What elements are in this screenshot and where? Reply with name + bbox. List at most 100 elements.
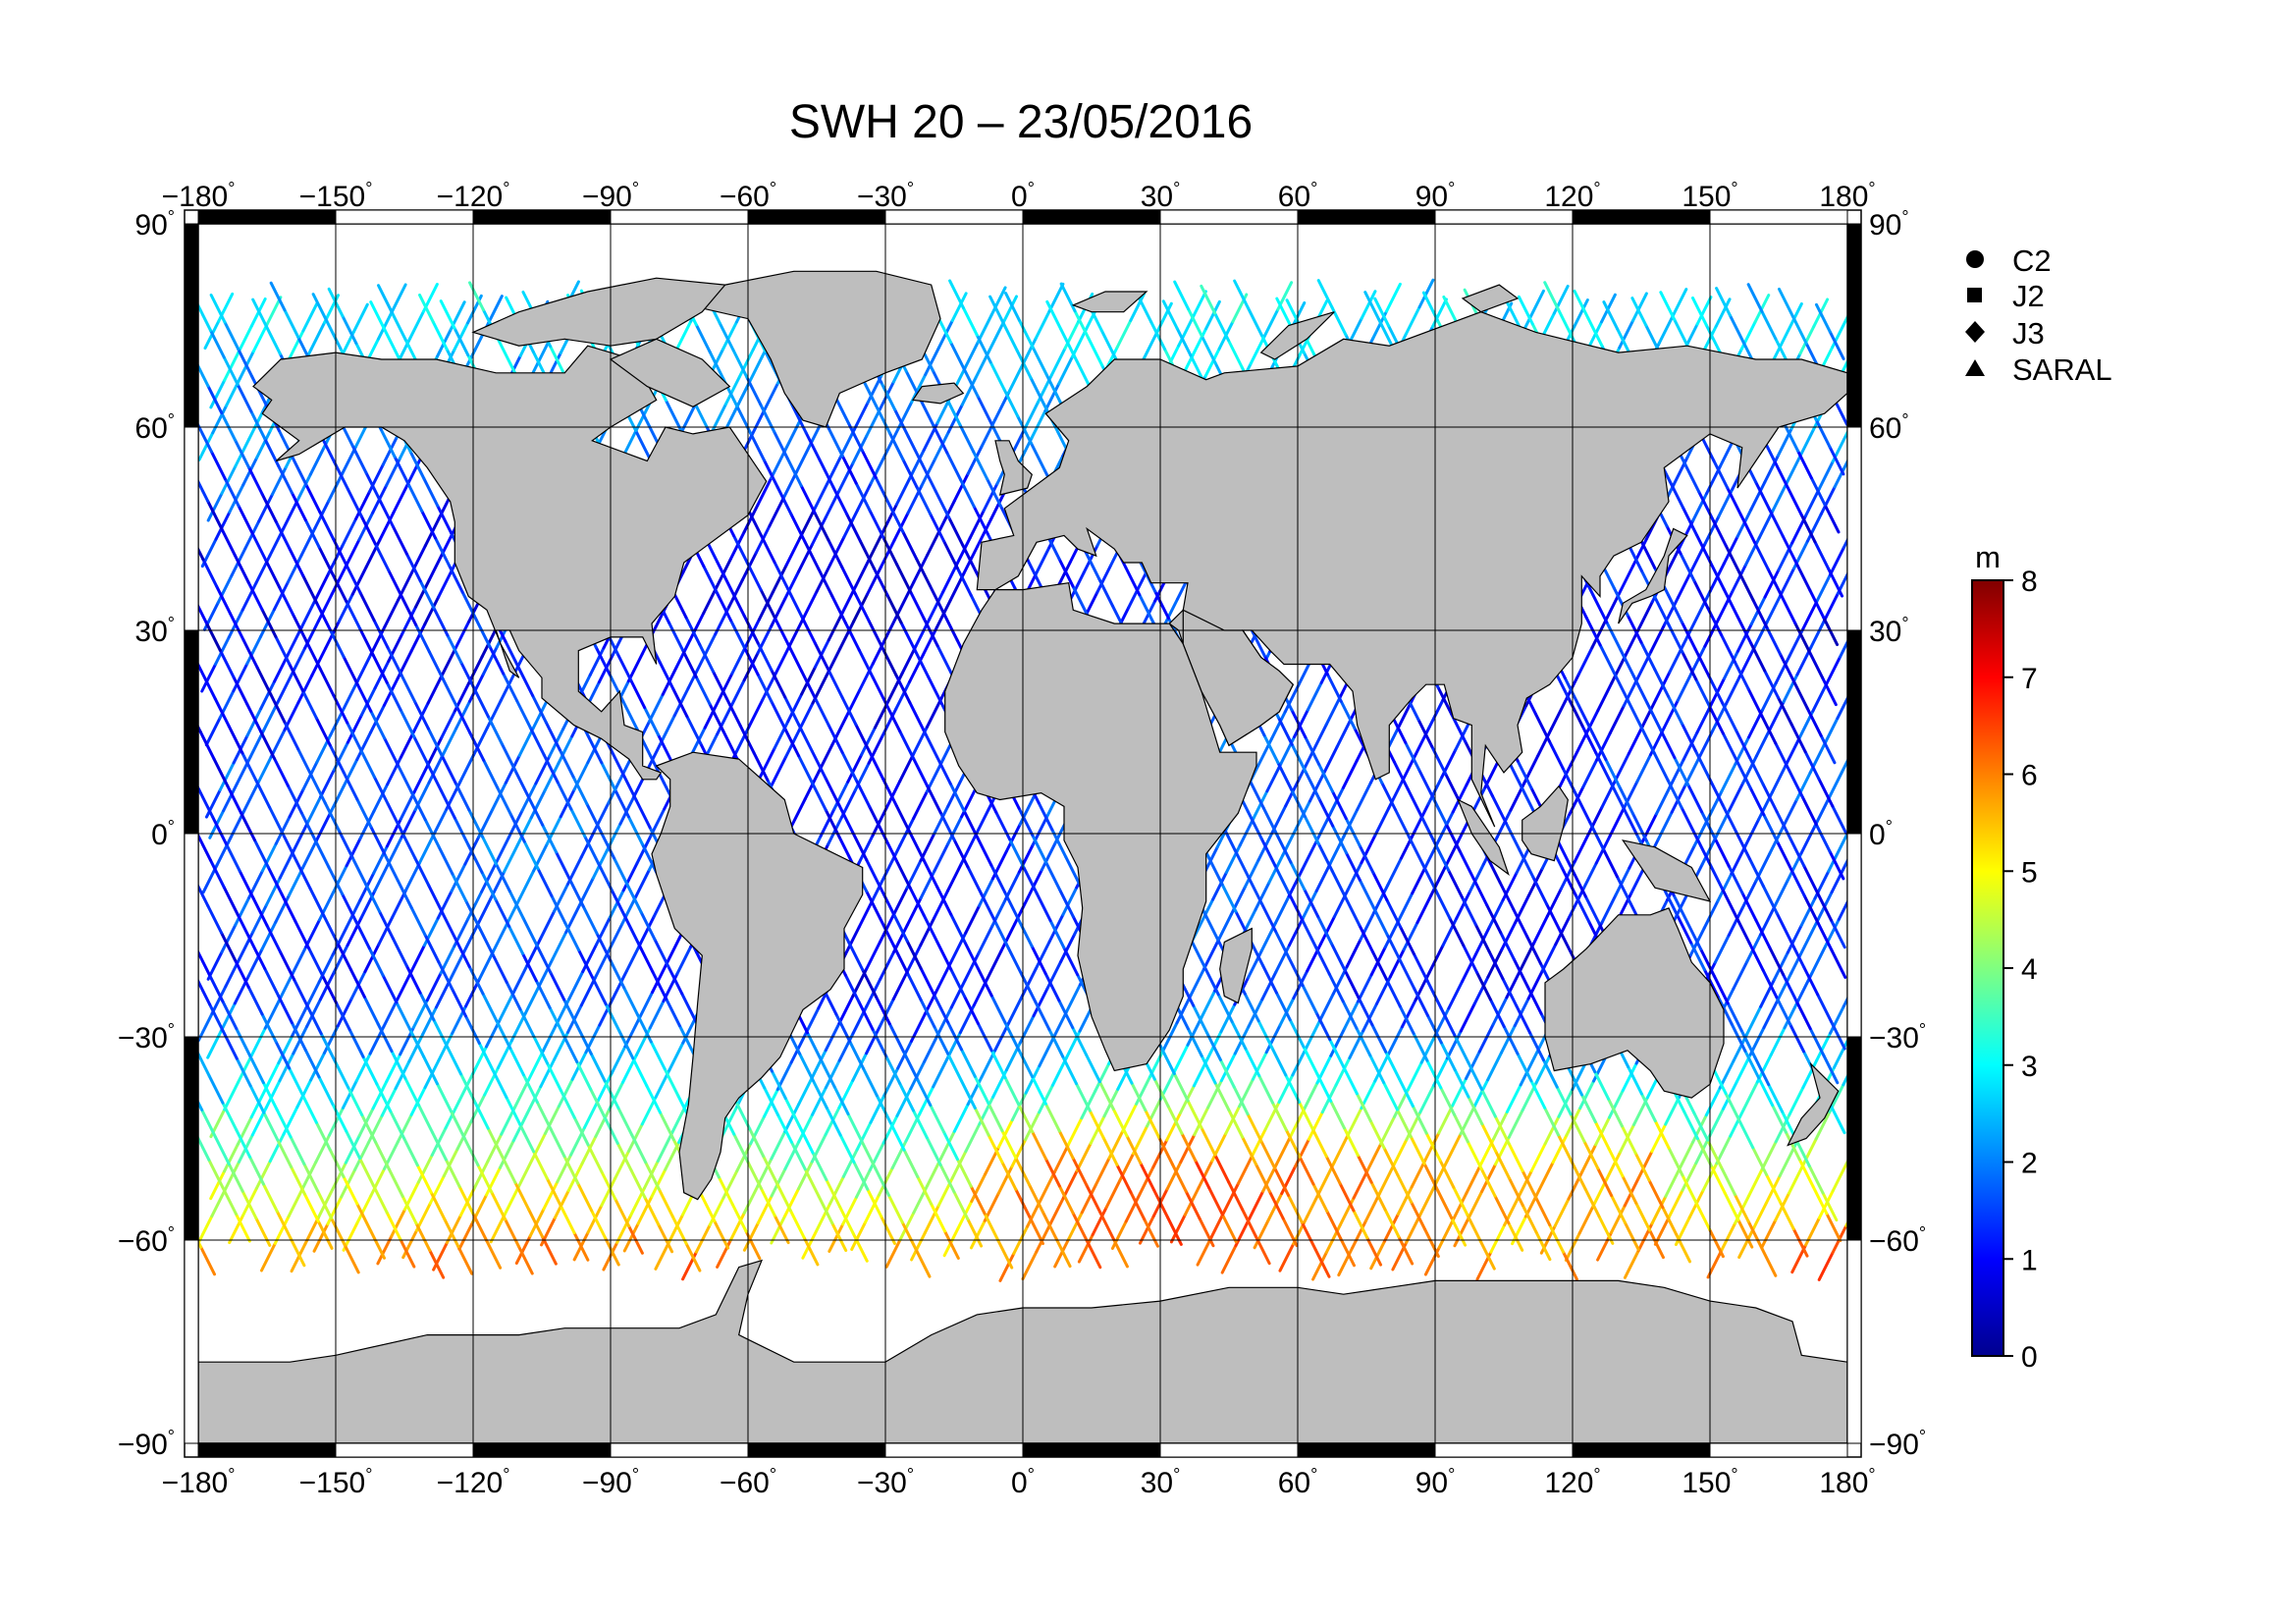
track-segment — [1575, 793, 1592, 825]
track-segment — [1817, 460, 1835, 491]
track-segment — [246, 465, 264, 497]
track-segment — [923, 1033, 939, 1063]
track-segment — [234, 895, 251, 927]
track-segment — [1039, 1170, 1056, 1202]
track-segment — [480, 863, 497, 893]
track-segment — [1419, 814, 1437, 845]
track-segment — [1653, 668, 1671, 698]
track-segment — [906, 435, 924, 465]
track-segment — [223, 477, 240, 508]
track-segment — [1774, 654, 1791, 685]
track-segment — [1448, 916, 1466, 947]
track-segment — [378, 909, 395, 941]
track-segment — [453, 321, 470, 352]
track-segment — [1177, 316, 1195, 348]
track-segment — [377, 915, 395, 947]
track-segment — [241, 1186, 258, 1217]
track-segment — [1233, 848, 1251, 879]
track-segment — [1284, 1073, 1302, 1105]
track-segment — [1325, 673, 1343, 703]
track-segment — [810, 515, 828, 547]
track-segment — [860, 726, 877, 757]
track-segment — [1520, 784, 1537, 816]
track-segment — [350, 566, 368, 596]
track-segment — [891, 970, 909, 1001]
track-segment — [309, 774, 327, 805]
track-segment — [1507, 1176, 1524, 1208]
track-segment — [854, 481, 872, 513]
track-segment — [795, 443, 813, 473]
track-segment — [300, 839, 318, 870]
track-segment — [1049, 347, 1067, 377]
track-segment — [429, 1190, 447, 1221]
track-segment — [503, 842, 519, 874]
track-segment — [1099, 329, 1117, 359]
track-segment — [539, 909, 557, 941]
track-segment — [1031, 346, 1048, 376]
track-segment — [1763, 568, 1781, 599]
track-segment — [797, 701, 815, 732]
track-segment — [1425, 1058, 1443, 1090]
track-segment — [786, 692, 804, 724]
track-segment — [1124, 566, 1142, 597]
track-segment — [1502, 1025, 1520, 1055]
track-segment — [880, 1215, 896, 1245]
track-segment — [702, 565, 720, 595]
track-segment — [303, 518, 321, 549]
track-segment — [1695, 296, 1713, 326]
track-segment — [643, 706, 660, 736]
track-segment — [1667, 1146, 1684, 1177]
track-segment — [783, 1187, 800, 1217]
track-segment — [1639, 640, 1657, 672]
track-segment — [857, 1001, 875, 1031]
track-segment — [649, 1040, 667, 1071]
track-segment — [759, 1186, 776, 1217]
track-segment — [1730, 844, 1747, 876]
track-segment — [827, 538, 844, 568]
track-segment — [1767, 508, 1785, 538]
track-segment — [1805, 513, 1823, 543]
track-segment — [1300, 1220, 1317, 1252]
track-segment — [874, 475, 891, 507]
track-segment — [817, 1194, 834, 1225]
track-segment — [978, 877, 994, 907]
track-segment — [887, 503, 905, 534]
track-segment — [461, 924, 479, 955]
track-segment — [841, 1148, 859, 1178]
track-segment — [1596, 681, 1614, 712]
track-segment — [467, 964, 485, 996]
track-segment — [800, 665, 818, 696]
track-segment — [282, 500, 299, 530]
track-segment — [494, 897, 511, 929]
track-segment — [1247, 948, 1263, 980]
track-segment — [369, 300, 387, 331]
track-segment — [923, 1204, 940, 1234]
track-segment — [527, 1208, 545, 1239]
track-segment — [1395, 1108, 1413, 1139]
track-segment — [1803, 750, 1821, 781]
track-segment — [502, 672, 519, 703]
track-segment — [865, 858, 882, 889]
track-segment — [525, 937, 543, 967]
track-segment — [559, 1089, 576, 1119]
track-segment — [1800, 1137, 1818, 1168]
landmass-eurasia — [976, 311, 1847, 828]
track-segment — [1573, 833, 1590, 864]
track-segment — [1472, 1078, 1490, 1109]
track-segment — [1493, 1114, 1511, 1146]
longitude-tick-label: −150° — [299, 179, 373, 213]
track-segment — [254, 779, 272, 809]
track-segment — [1416, 718, 1434, 749]
track-segment — [1477, 1022, 1495, 1054]
track-segment — [1737, 1118, 1755, 1150]
track-segment — [630, 1133, 648, 1164]
track-segment — [371, 1183, 389, 1215]
track-segment — [434, 978, 452, 1009]
track-segment — [1695, 589, 1712, 620]
track-segment — [667, 1213, 685, 1244]
track-segment — [432, 1018, 450, 1049]
track-segment — [1365, 1236, 1383, 1267]
track-segment — [1740, 879, 1758, 910]
longitude-tick-label: −60° — [720, 1465, 776, 1499]
track-segment — [534, 979, 552, 1009]
